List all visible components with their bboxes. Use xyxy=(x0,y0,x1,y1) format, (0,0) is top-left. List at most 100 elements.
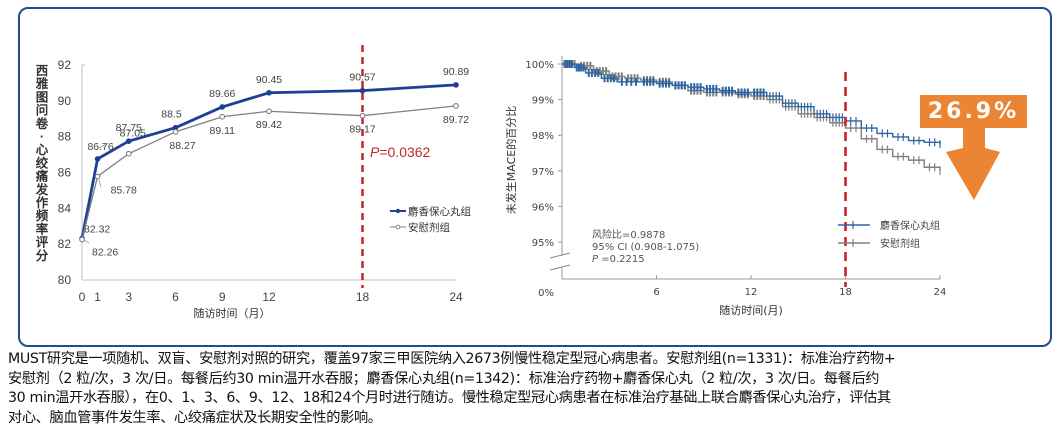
data-label: 88.5 xyxy=(161,109,182,121)
x-tick-label: 1 xyxy=(94,290,101,304)
y-axis-label-char: 分 xyxy=(36,248,49,263)
y-axis-label-char: 雅 xyxy=(35,76,49,91)
data-point xyxy=(359,87,366,94)
y-tick-label: 97% xyxy=(532,167,554,178)
x-tick-label: 12 xyxy=(262,290,276,304)
y-axis-label-char: 问 xyxy=(36,103,49,118)
x-axis-label: 随访时间(月) xyxy=(719,303,783,317)
label-leader xyxy=(98,142,109,149)
y-axis-label-char: 图 xyxy=(36,90,49,104)
y-axis-label-char: 发 xyxy=(35,182,49,197)
data-label: 89.17 xyxy=(349,124,375,136)
data-label: 89.11 xyxy=(210,125,236,137)
x-tick-label: 9 xyxy=(219,290,226,304)
y-tick-label: 82 xyxy=(58,237,72,251)
y-tick-label: 96% xyxy=(532,202,554,213)
data-label: 87.05 xyxy=(120,128,146,140)
data-point xyxy=(79,236,85,243)
data-point xyxy=(219,113,226,120)
figure-panel xyxy=(18,7,1052,347)
legend-marker xyxy=(395,224,401,230)
p-value-label: P=0.0362 xyxy=(370,144,431,160)
data-label: 89.66 xyxy=(209,88,235,100)
data-point xyxy=(172,128,179,135)
data-label: 85.78 xyxy=(111,184,137,196)
data-label: 89.72 xyxy=(443,114,469,126)
y-axis-label-char: 评 xyxy=(36,236,49,250)
reduction-callout: 26.9% xyxy=(920,95,1027,128)
data-point xyxy=(125,138,132,144)
y-axis-label-char: 卷 xyxy=(35,116,49,131)
caption-line: 30 min温开水吞服），在0、1、3、6、9、12、18和24个月时进行随访。… xyxy=(8,390,891,407)
y-tick-label: 80 xyxy=(58,273,72,287)
y-axis-label-char: 心 xyxy=(36,143,49,157)
data-point xyxy=(94,173,101,180)
data-point xyxy=(94,156,101,162)
x-tick-label: 24 xyxy=(934,287,947,298)
y-tick-label: 100% xyxy=(525,60,554,71)
p-value: =0.2215 xyxy=(598,254,645,265)
label-leader xyxy=(83,239,90,244)
x-tick-label: 0 xyxy=(79,290,86,304)
mace-km-chart: 100% 99% 98% 97% 96% 95% 0% 6 12 18 24 随访时间(月) 未发生MA… xyxy=(504,56,1000,317)
y-tick-label: 84 xyxy=(58,201,72,215)
data-point xyxy=(266,108,272,115)
caption-line: 安慰剂（2 粒/次，3 次/日。每餐后约30 min温开水吞服；麝香保心丸组(n… xyxy=(8,370,880,387)
confidence-interval: 95% CI (0.908-1.075) xyxy=(592,242,699,253)
y-tick-label: 90 xyxy=(58,94,72,108)
y-tick-label: 88 xyxy=(58,130,72,144)
y-axis-label-char: 作 xyxy=(36,195,49,210)
sa-q-line-chart: 80 82 84 86 88 90 92 0 1 3 6 9 12 18 24 西雅图问卷·心绞痛发作频率评分… xyxy=(35,45,471,320)
data-label: 89.42 xyxy=(256,119,282,131)
study-caption: MUST研究是一项随机、双盲、安慰剂对照的研究，覆盖97家三甲医院纳入2673例… xyxy=(8,350,1053,428)
data-point xyxy=(359,112,366,119)
series-line-placebo xyxy=(81,105,457,240)
y-tick-label: 92 xyxy=(58,58,72,72)
caption-line: 对心、脑血管事件发生率、心绞痛症状及长期安全性的影响。 xyxy=(8,409,382,426)
p-symbol: P xyxy=(370,144,380,160)
y-tick-label: 98% xyxy=(532,131,554,142)
y-tick-label: 95% xyxy=(532,238,554,249)
y-axis-label: 未发生MACE的百分比 xyxy=(504,106,518,214)
reduction-callout-value: 26.9% xyxy=(927,99,1020,124)
y-axis-label-char: 痛 xyxy=(35,169,49,184)
data-label: 90.45 xyxy=(256,74,282,86)
legend-label: 安慰剂组 xyxy=(408,221,450,234)
data-point xyxy=(266,89,272,96)
axis-break-mark xyxy=(549,252,571,259)
x-tick-label: 3 xyxy=(125,290,132,304)
data-label: 90.89 xyxy=(443,66,469,78)
data-point xyxy=(453,102,459,109)
y-axis-label-char: 绞 xyxy=(36,155,49,170)
callout-arrow-head xyxy=(946,148,1000,200)
legend-marker xyxy=(395,208,401,214)
p-value-label: P =0.2215 xyxy=(592,254,645,265)
legend-label: 安慰剂组 xyxy=(880,237,920,250)
x-tick-label: 6 xyxy=(172,290,179,304)
y-axis-label-char: 率 xyxy=(36,221,49,236)
y-axis-label-char: · xyxy=(40,130,44,144)
data-label: 82.32 xyxy=(84,223,110,235)
data-label: 87.75 xyxy=(116,122,142,134)
series-line-shexiang xyxy=(80,83,457,239)
x-tick-label: 24 xyxy=(449,290,463,304)
hazard-ratio: 风险比=0.9878 xyxy=(592,228,665,241)
x-tick-label: 18 xyxy=(839,287,852,298)
y-tick-label: 86 xyxy=(58,166,72,180)
y-axis-label-char: 频 xyxy=(36,208,49,223)
data-label: 90.57 xyxy=(349,72,375,84)
data-point xyxy=(172,124,179,131)
x-tick-label: 12 xyxy=(745,287,758,298)
x-tick-label: 18 xyxy=(356,290,370,304)
x-axis-label: 随访时间（月） xyxy=(194,306,271,320)
y-tick-label: 99% xyxy=(532,96,554,107)
data-point xyxy=(125,150,132,157)
axis-break-gap xyxy=(556,256,568,268)
data-label: 88.27 xyxy=(169,140,195,152)
label-leader xyxy=(98,179,102,188)
legend-label: 麝香保心丸组 xyxy=(408,205,471,218)
data-point xyxy=(453,82,459,88)
p-symbol: P xyxy=(592,254,599,265)
data-point xyxy=(219,104,226,110)
data-label: 82.26 xyxy=(92,247,118,259)
